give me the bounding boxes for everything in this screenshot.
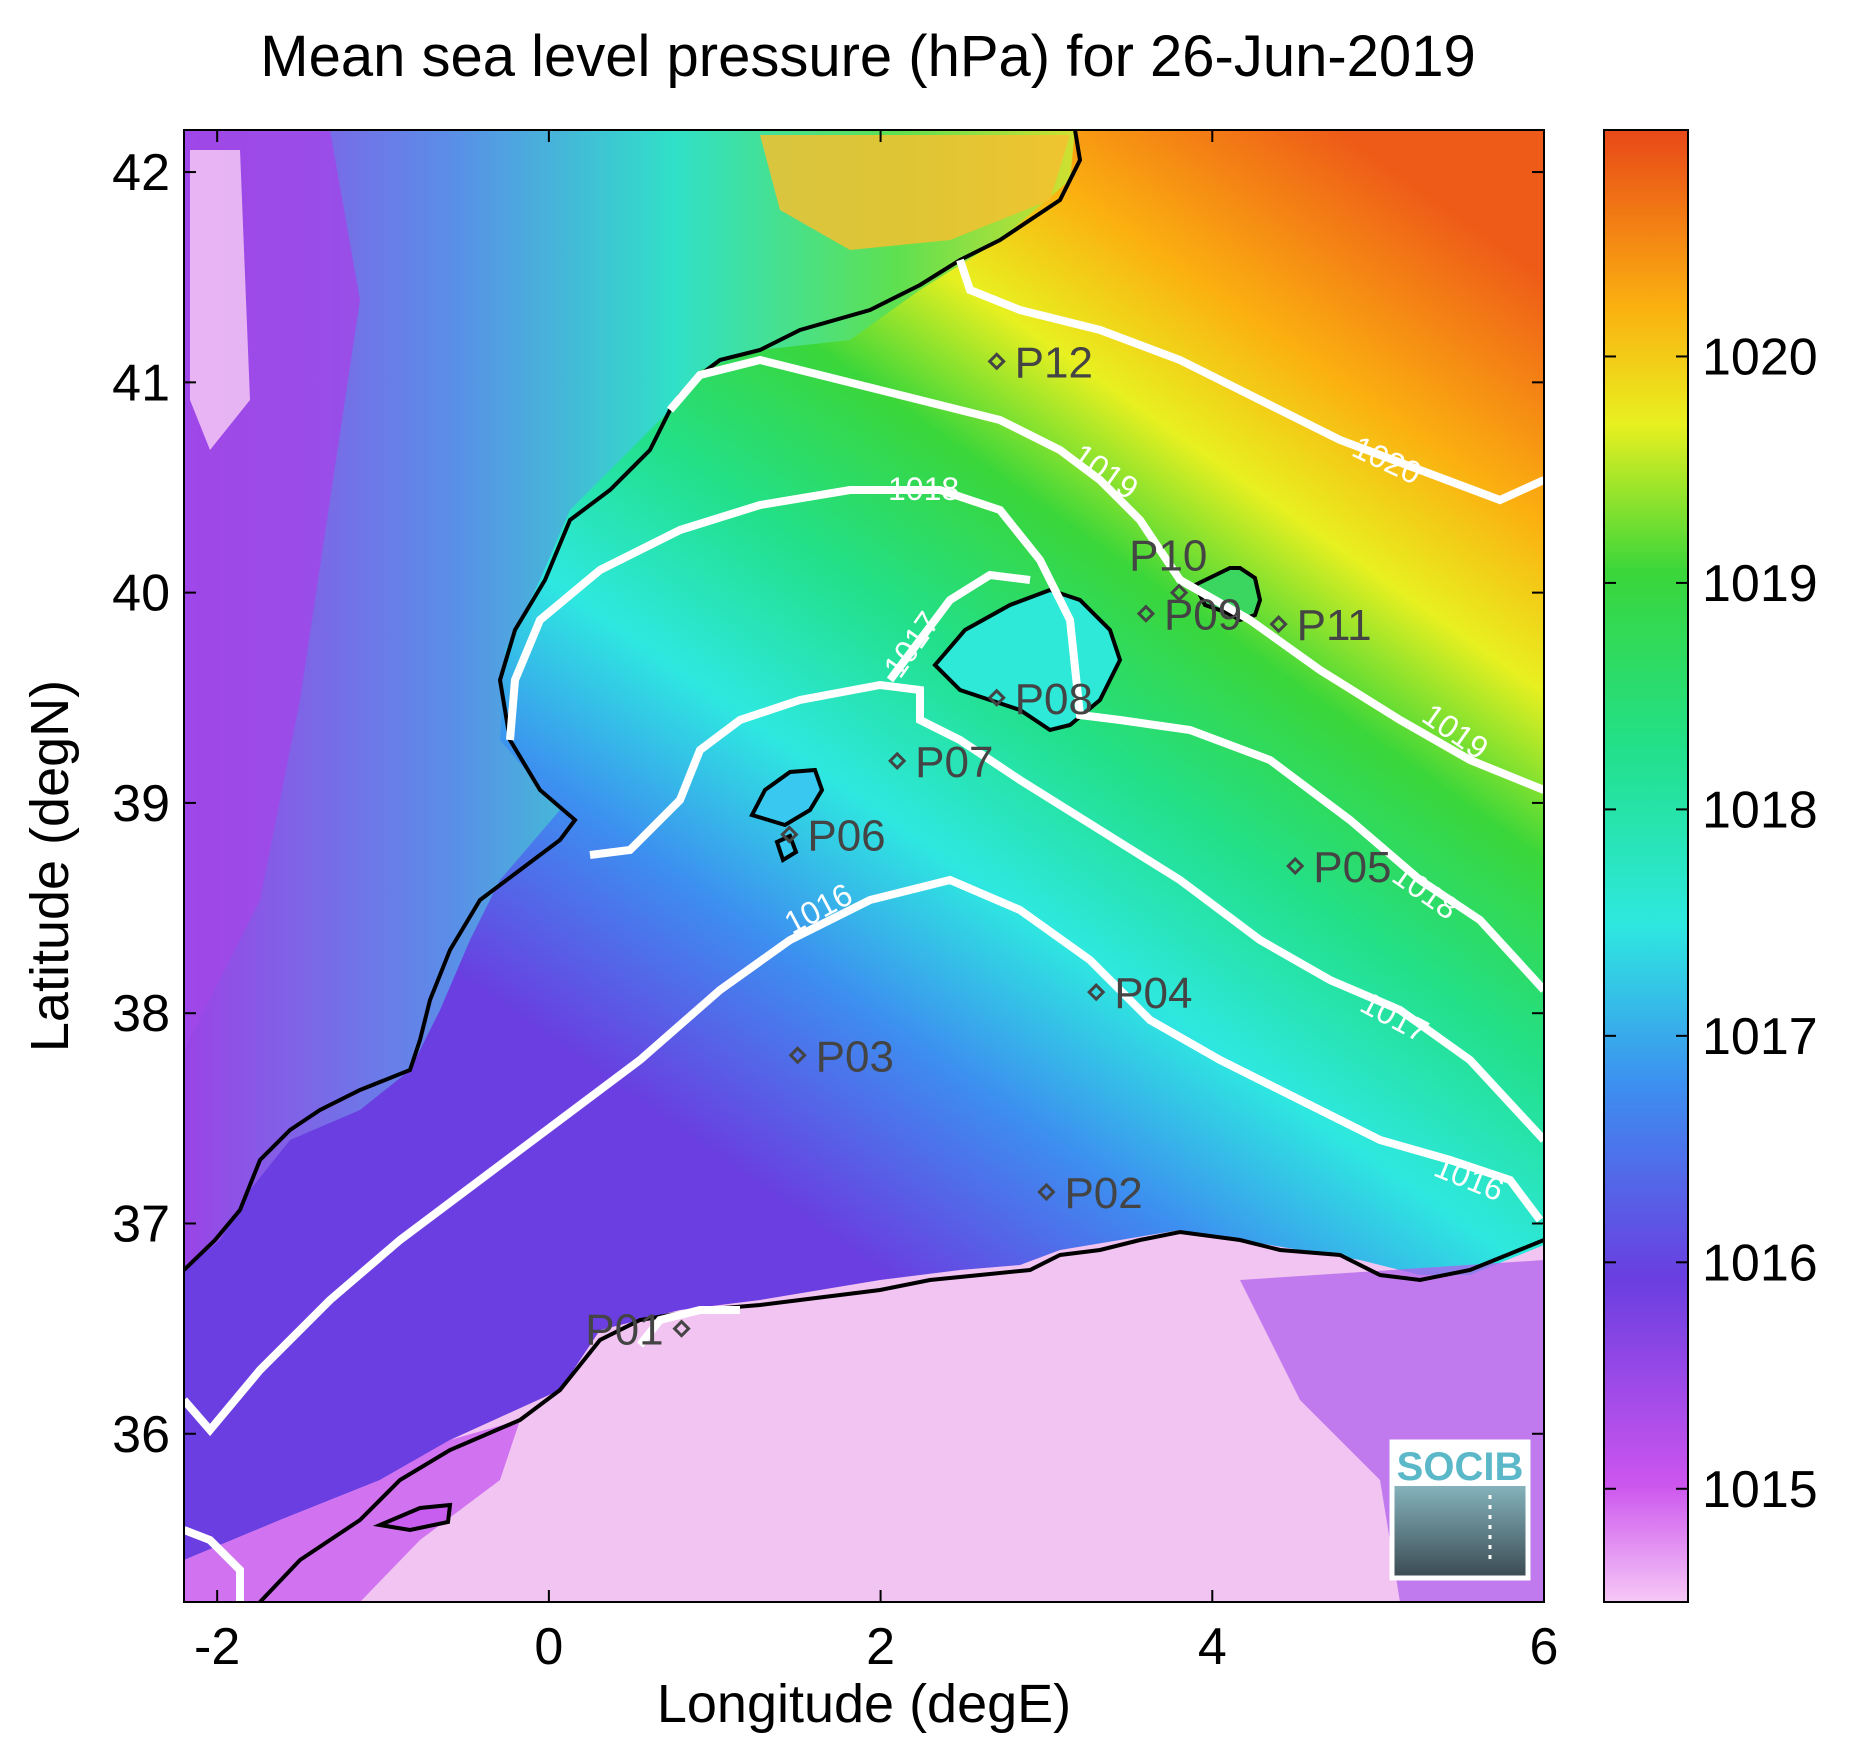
isobar-1016-p01 [636, 1306, 740, 1348]
map-title: Mean sea level pressure (hPa) for 26-Jun… [260, 24, 1475, 89]
isobar-1016-sw-corner [184, 1526, 244, 1602]
y-axis-ticks: 36 37 38 39 40 41 42 [112, 144, 1544, 1464]
colorbar-tick-label: 1017 [1702, 1008, 1818, 1066]
y-tick-label: 42 [112, 144, 170, 202]
x-tick-label: 6 [1530, 1618, 1559, 1676]
station-marker [780, 825, 799, 844]
land-patch-pink [190, 150, 250, 450]
station-marker [1037, 1182, 1056, 1202]
station-label: P02 [1064, 1169, 1142, 1218]
y-tick-label: 41 [112, 354, 170, 412]
y-tick-label: 40 [112, 565, 170, 623]
north-africa-coastline [258, 1229, 1544, 1602]
socib-logo-text: SOCIB [1397, 1445, 1524, 1489]
station-label: P07 [915, 738, 993, 787]
station-label: P01 [585, 1306, 663, 1355]
station-marker [672, 1319, 691, 1338]
isobar-1018 [506, 486, 1544, 993]
x-tick-label: -2 [194, 1618, 240, 1676]
y-axis-label: Latitude (degN) [20, 680, 80, 1052]
station-label: P04 [1114, 969, 1192, 1018]
station-marker [1269, 615, 1288, 634]
x-tick-label: 0 [534, 1618, 563, 1676]
land-patch-warm [760, 135, 1070, 250]
station-marker [987, 688, 1006, 707]
isobar-1017-north [886, 570, 1031, 683]
colorbar-tick-label: 1018 [1702, 781, 1818, 839]
colorbar-tick-label: 1020 [1702, 328, 1818, 386]
colorbar-ticks: 1015 1016 1017 1018 1019 1020 [1604, 328, 1818, 1519]
colorbar-tick-label: 1016 [1702, 1234, 1818, 1292]
station-label: P11 [1297, 601, 1372, 650]
north-africa-land [184, 1230, 1544, 1602]
station-marker [1169, 583, 1189, 602]
iberia-land [184, 130, 1075, 1270]
station-marker [1286, 856, 1305, 876]
isobar-1020 [956, 258, 1544, 505]
station-label: P06 [807, 811, 885, 860]
colorbar-tick-label: 1019 [1702, 555, 1818, 613]
station-label: P03 [816, 1032, 894, 1081]
isobar-1016-west [184, 875, 1544, 1437]
contour-label: 1018 [888, 471, 959, 507]
socib-logo: SOCIB [1389, 1439, 1531, 1581]
map-frame [183, 129, 1545, 1603]
iberia-coastline [184, 130, 1083, 1272]
station-label: P12 [1015, 338, 1093, 387]
x-axis-ticks: -2 0 2 4 6 [194, 130, 1558, 1676]
colorbar-gradient [1603, 129, 1689, 1603]
colorbar: 1015 1016 1017 1018 1019 1020 [1603, 129, 1818, 1603]
y-tick-label: 37 [112, 1195, 170, 1253]
station-marker [888, 751, 907, 770]
station-label: P10 [1129, 532, 1207, 581]
map-panel: 1016 1016 1017 1017 1018 1018 1019 1019 … [184, 130, 1544, 1602]
station-marker [987, 352, 1006, 371]
station-label: P05 [1313, 843, 1391, 892]
y-tick-label: 36 [112, 1406, 170, 1464]
station-marker [1136, 604, 1156, 623]
ibiza-island [749, 767, 825, 828]
y-tick-label: 38 [112, 985, 170, 1043]
x-tick-label: 2 [866, 1618, 895, 1676]
y-tick-label: 39 [112, 775, 170, 833]
station-marker [1087, 983, 1106, 1002]
station-marker [788, 1046, 807, 1065]
x-tick-label: 4 [1198, 1618, 1227, 1676]
north-africa-violet [184, 1420, 520, 1602]
isobar-1019 [666, 355, 1544, 794]
x-axis-label: Longitude (degE) [657, 1674, 1071, 1734]
colorbar-tick-label: 1015 [1702, 1461, 1818, 1519]
menorca-island [1192, 566, 1263, 623]
alboran-island [372, 1502, 453, 1533]
station-label: P08 [1015, 675, 1093, 724]
isobar-1017 [589, 680, 1544, 1143]
